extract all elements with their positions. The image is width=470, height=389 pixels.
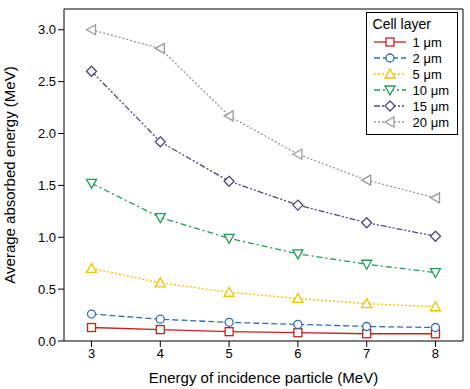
html-text:1 μm: 1 μm	[412, 34, 442, 50]
svg-text:Average absorbed energy (MeV): Average absorbed energy (MeV)	[8, 66, 18, 283]
svg-text:8: 8	[432, 346, 439, 361]
svg-text:0.5: 0.5	[38, 282, 56, 297]
svg-text:3: 3	[88, 346, 95, 361]
svg-text:0.0: 0.0	[38, 334, 56, 349]
svg-text:2.0: 2.0	[38, 126, 56, 141]
svg-text:Energy of incidence particle (: Energy of incidence particle (MeV)	[149, 369, 378, 386]
html-text:10 μm: 10 μm	[412, 82, 449, 98]
html-text:2 μm: 2 μm	[412, 50, 442, 66]
html-text:15 μm: 15 μm	[412, 98, 449, 114]
html-text:5 μm: 5 μm	[412, 66, 442, 82]
html-text:20 μm: 20 μm	[412, 114, 449, 130]
html-text:Cell layer: Cell layer	[372, 16, 431, 32]
svg-text:4: 4	[157, 346, 164, 361]
svg-text:6: 6	[294, 346, 301, 361]
svg-text:5: 5	[225, 346, 232, 361]
svg-text:1.5: 1.5	[38, 178, 56, 193]
svg-text:1.0: 1.0	[38, 230, 56, 245]
svg-text:2.5: 2.5	[38, 74, 56, 89]
svg-text:3.0: 3.0	[38, 22, 56, 37]
svg-text:7: 7	[363, 346, 370, 361]
